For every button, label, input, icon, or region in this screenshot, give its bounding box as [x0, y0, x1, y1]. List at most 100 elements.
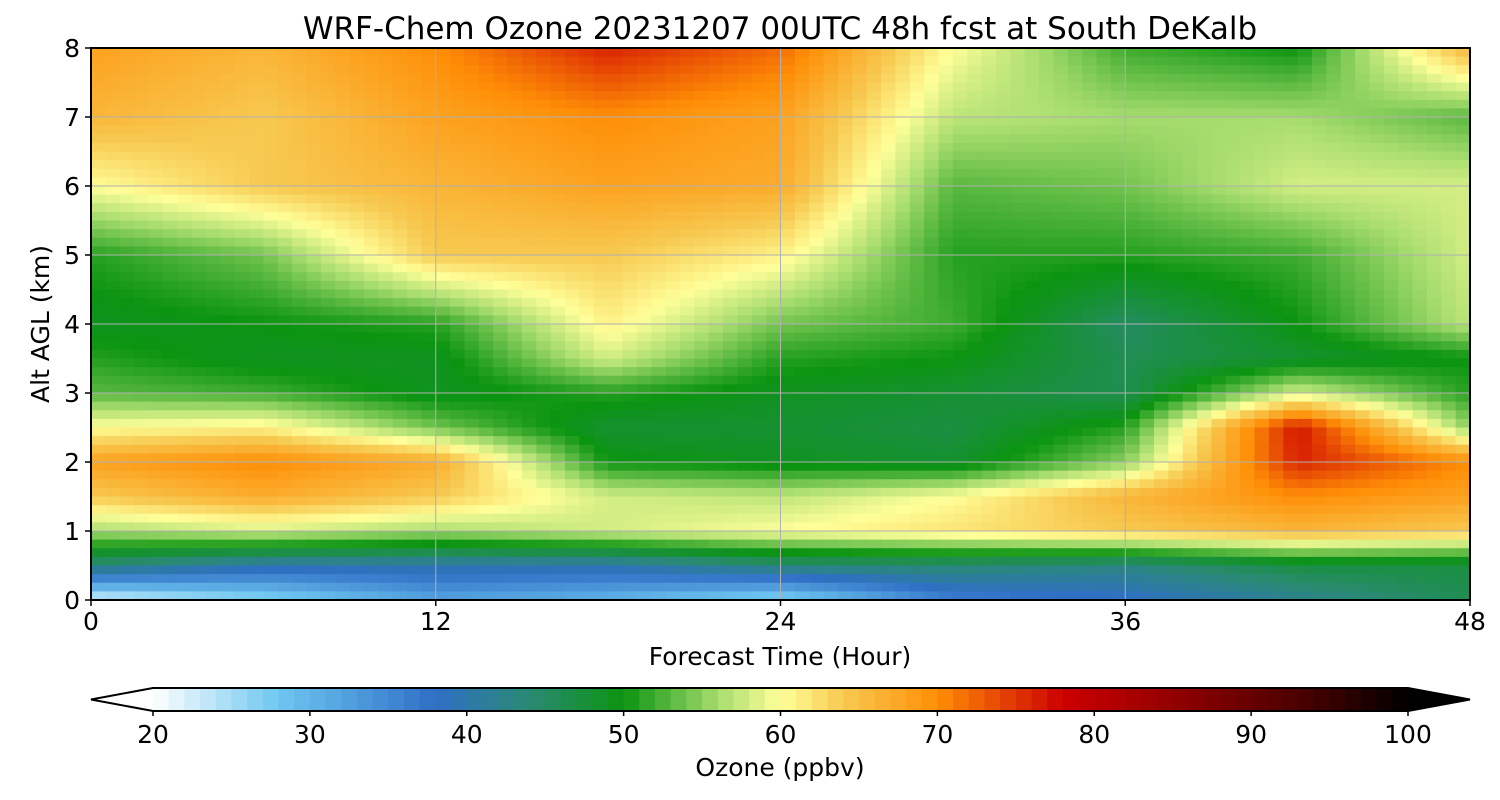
heatmap-cell — [1383, 134, 1399, 144]
heatmap-cell — [1455, 177, 1471, 187]
heatmap-cell — [995, 479, 1011, 489]
heatmap-cell — [952, 367, 968, 377]
heatmap-cell — [1383, 99, 1399, 109]
heatmap-cell — [651, 401, 667, 411]
heatmap-cell — [579, 393, 595, 403]
heatmap-cell — [191, 186, 207, 196]
heatmap-cell — [1067, 375, 1083, 385]
heatmap-cell — [1254, 211, 1270, 222]
heatmap-cell — [148, 177, 164, 187]
heatmap-cell — [780, 56, 796, 66]
heatmap-cell — [191, 332, 207, 342]
heatmap-cell — [1254, 65, 1270, 75]
heatmap-cell — [191, 298, 207, 308]
heatmap-cell — [191, 125, 207, 135]
heatmap-cell — [751, 168, 767, 178]
heatmap-cell — [708, 418, 724, 429]
heatmap-cell — [450, 410, 466, 420]
heatmap-cell — [1225, 384, 1241, 394]
heatmap-cell — [349, 263, 365, 273]
heatmap-cell — [593, 177, 609, 187]
heatmap-cell — [464, 384, 480, 394]
heatmap-cell — [277, 65, 293, 75]
heatmap-cell — [780, 375, 796, 385]
heatmap-cell — [478, 99, 494, 109]
heatmap-cell — [205, 410, 221, 420]
heatmap-cell — [1182, 160, 1198, 170]
heatmap-cell — [1082, 263, 1098, 273]
heatmap-cell — [1096, 246, 1112, 256]
heatmap-cell — [794, 462, 810, 472]
heatmap-cell — [766, 306, 782, 316]
heatmap-cell — [536, 280, 552, 291]
heatmap-cell — [679, 479, 695, 489]
heatmap-cell — [478, 418, 494, 429]
heatmap-cell — [823, 56, 839, 66]
heatmap-cell — [1182, 401, 1198, 411]
heatmap-cell — [622, 48, 638, 58]
heatmap-cell — [119, 186, 135, 196]
heatmap-cell — [1398, 358, 1414, 368]
heatmap-cell — [1139, 151, 1155, 161]
heatmap-cell — [1082, 73, 1098, 84]
heatmap-cell — [1225, 229, 1241, 239]
heatmap-cell — [881, 349, 897, 360]
heatmap-cell — [521, 324, 537, 334]
heatmap-cell — [809, 453, 825, 463]
heatmap-cell — [1197, 99, 1213, 109]
heatmap-cell — [1053, 125, 1069, 135]
heatmap-cell — [1311, 272, 1327, 282]
heatmap-cell — [636, 470, 652, 480]
heatmap-cell — [780, 151, 796, 161]
heatmap-cell — [134, 487, 150, 498]
heatmap-cell — [881, 315, 897, 325]
heatmap-cell — [292, 151, 308, 161]
heatmap-cell — [1197, 470, 1213, 480]
heatmap-cell — [665, 444, 681, 454]
heatmap-cell — [881, 418, 897, 429]
heatmap-cell — [766, 220, 782, 230]
heatmap-cell — [1455, 151, 1471, 161]
heatmap-cell — [1139, 436, 1155, 446]
heatmap-cell — [435, 73, 451, 84]
heatmap-cell — [565, 125, 580, 135]
heatmap-cell — [852, 194, 868, 204]
heatmap-cell — [1168, 73, 1184, 84]
heatmap-cell — [306, 272, 322, 282]
heatmap-cell — [277, 237, 293, 247]
heatmap-cell — [1297, 367, 1313, 377]
heatmap-cell — [1426, 229, 1442, 239]
heatmap-cell — [866, 341, 882, 351]
heatmap-cell — [909, 91, 925, 101]
heatmap-cell — [1455, 280, 1471, 291]
heatmap-cell — [565, 108, 580, 118]
heatmap-cell — [708, 108, 724, 118]
heatmap-cell — [995, 134, 1011, 144]
heatmap-cell — [1369, 237, 1385, 247]
heatmap-cell — [866, 56, 882, 66]
heatmap-cell — [234, 263, 250, 273]
heatmap-cell — [622, 203, 638, 213]
heatmap-cell — [622, 487, 638, 498]
heatmap-cell — [363, 401, 379, 411]
heatmap-cell — [622, 151, 638, 161]
heatmap-cell — [981, 56, 997, 66]
heatmap-cell — [507, 246, 523, 256]
heatmap-cell — [881, 108, 897, 118]
heatmap-cell — [622, 211, 638, 222]
heatmap-cell — [234, 462, 250, 472]
heatmap-cell — [967, 453, 983, 463]
heatmap-cell — [421, 125, 437, 135]
heatmap-cell — [1283, 56, 1299, 66]
heatmap-cell — [478, 453, 494, 463]
heatmap-cell — [1082, 367, 1098, 377]
heatmap-cell — [177, 194, 193, 204]
heatmap-cell — [909, 410, 925, 420]
heatmap-cell — [952, 324, 968, 334]
heatmap-cell — [234, 324, 250, 334]
heatmap-cell — [794, 91, 810, 101]
heatmap-cell — [981, 237, 997, 247]
heatmap-cell — [636, 315, 652, 325]
heatmap-cell — [938, 203, 954, 213]
heatmap-cell — [794, 280, 810, 291]
